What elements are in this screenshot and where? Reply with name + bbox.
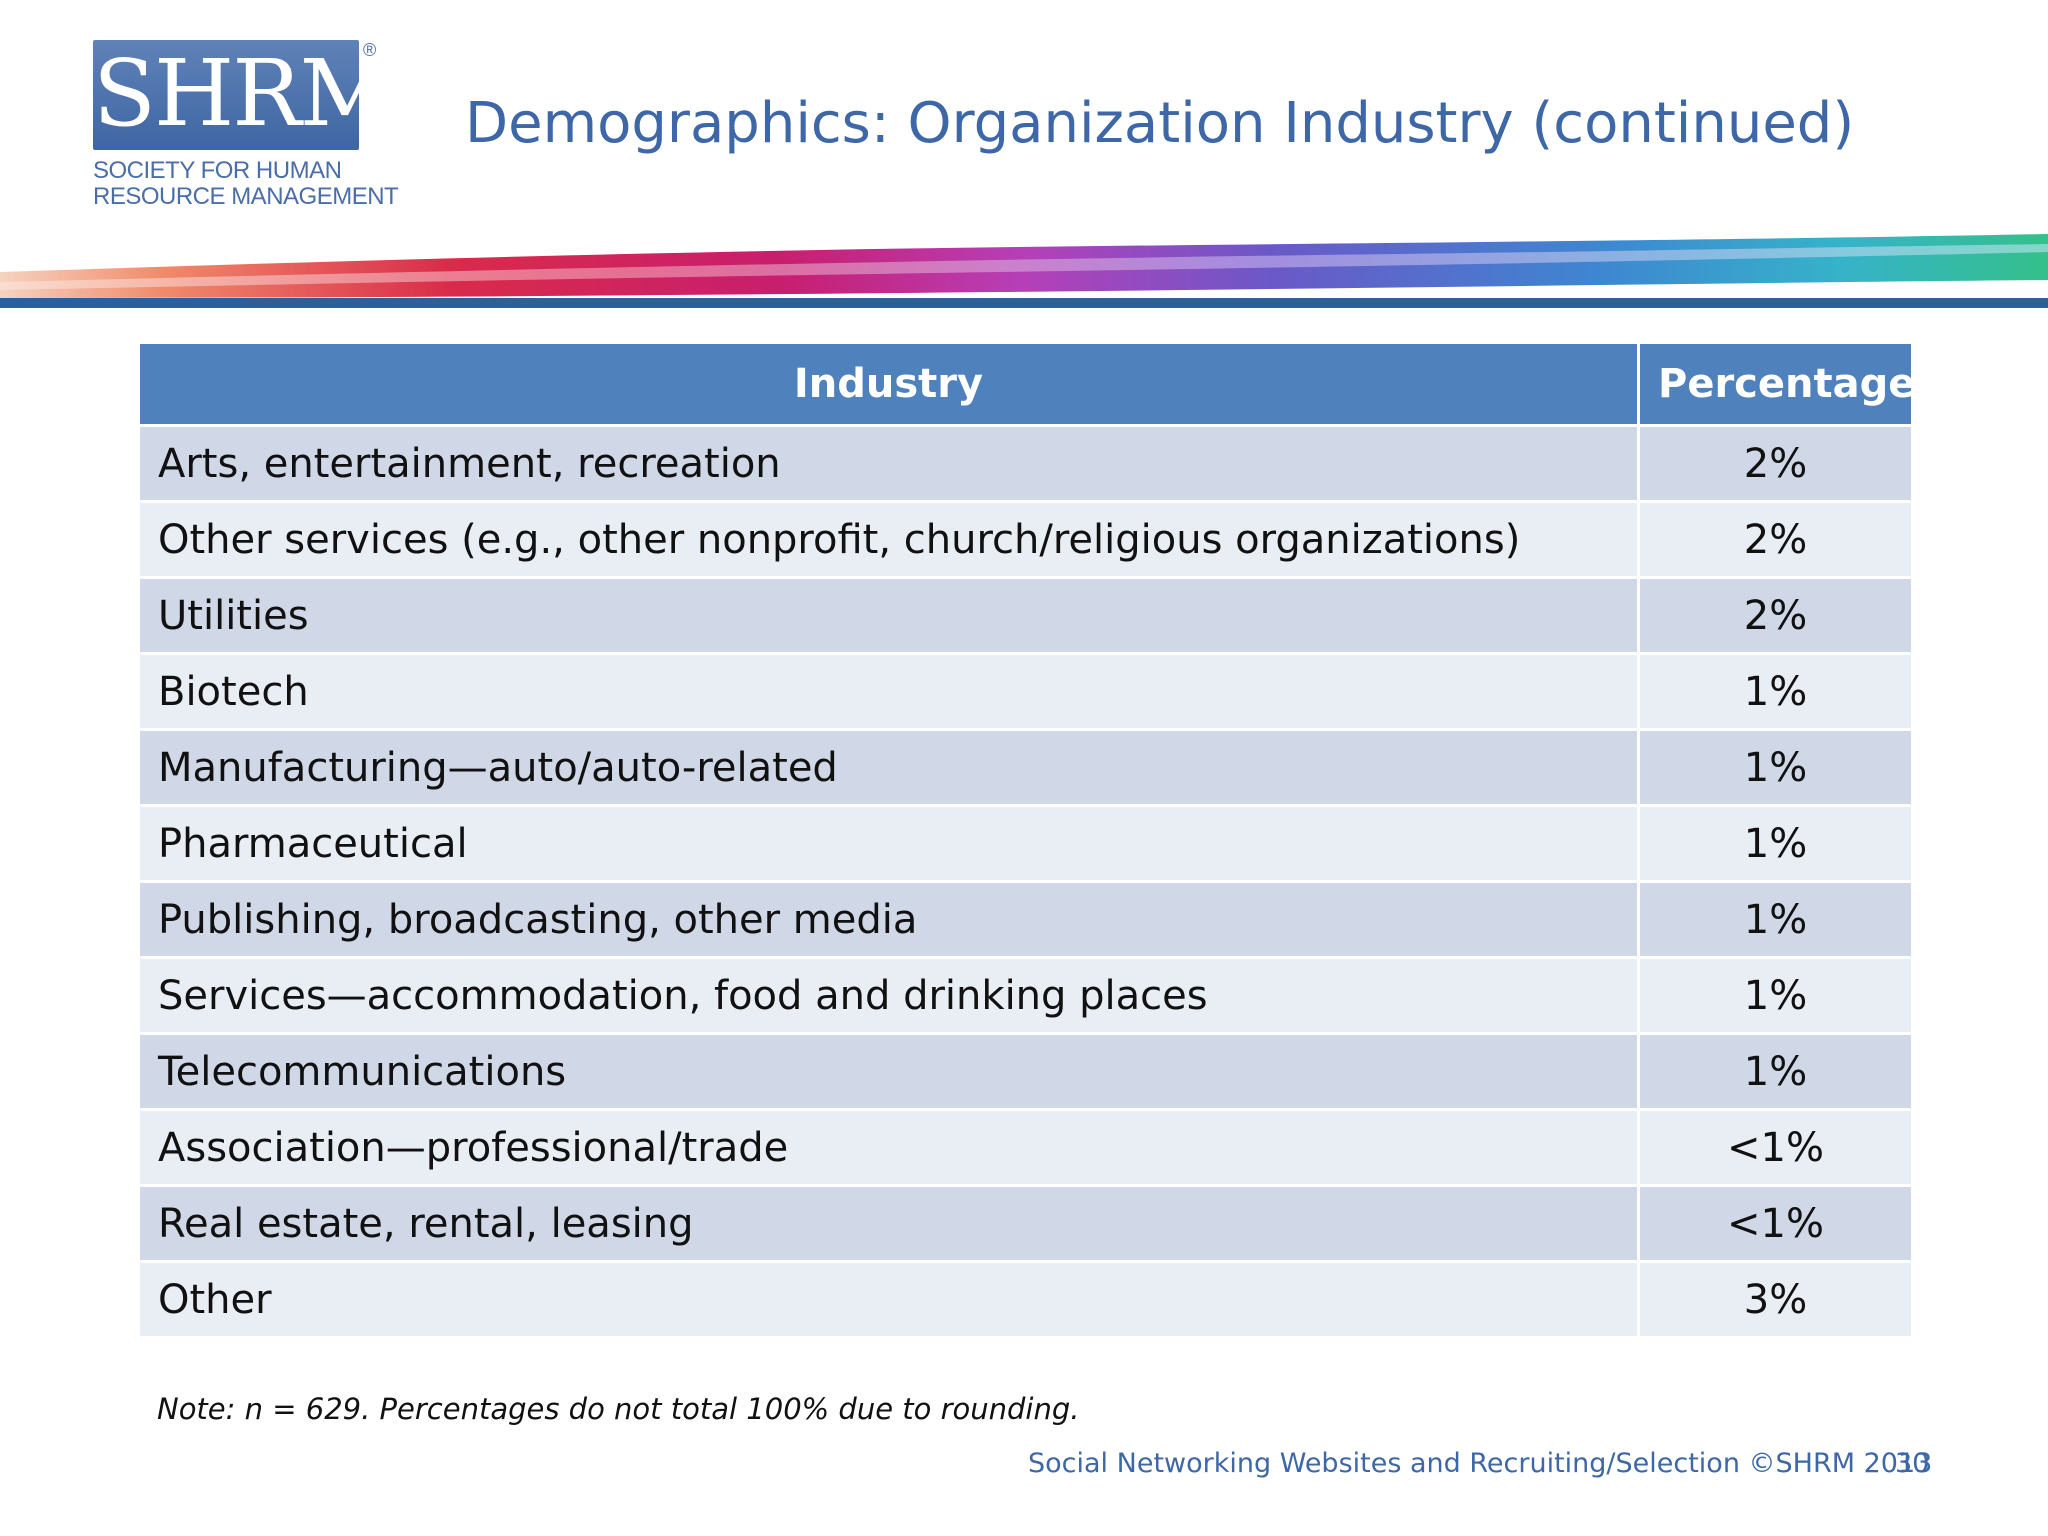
shrm-logo-box: SHRM [93,40,394,150]
percentage-cell: 2% [1637,576,1914,655]
percentage-cell: 3% [1637,1260,1914,1339]
table-row: Other services (e.g., other nonprofit, c… [137,500,1914,579]
percentage-cell: 1% [1637,956,1914,1035]
percentage-cell: 1% [1637,1032,1914,1111]
industry-cell: Other [137,1260,1640,1339]
industry-cell: Services—accommodation, food and drinkin… [137,956,1640,1035]
table-row: Manufacturing—auto/auto-related 1% [137,728,1914,807]
table-row: Services—accommodation, food and drinkin… [137,956,1914,1035]
table-row: Telecommunications 1% [137,1032,1914,1111]
table-row: Pharmaceutical 1% [137,804,1914,883]
footer-text: Social Networking Websites and Recruitin… [1028,1448,1933,1479]
table-row: Real estate, rental, leasing <1% [137,1184,1914,1263]
industry-cell: Publishing, broadcasting, other media [137,880,1640,959]
logo-line-1: SOCIETY FOR HUMAN [93,157,342,184]
percentage-cell: <1% [1637,1108,1914,1187]
decorative-swoosh-banner [0,234,2048,308]
percentage-cell: <1% [1637,1184,1914,1263]
logo-line-2: RESOURCE MANAGEMENT [93,183,399,210]
shrm-logo-subtitle: SOCIETY FOR HUMAN RESOURCE MANAGEMENT [93,157,399,210]
percentage-cell: 1% [1637,804,1914,883]
industry-cell: Biotech [137,652,1640,731]
header-percentage: Percentage [1637,341,1914,427]
percentage-cell: 1% [1637,652,1914,731]
shrm-logo: SHRM ® SOCIETY FOR HUMAN RESOURCE MANAGE… [93,40,399,210]
page-number: 30 [1895,1448,1930,1479]
registered-mark: ® [363,40,377,60]
industry-cell: Utilities [137,576,1640,655]
industry-cell: Telecommunications [137,1032,1640,1111]
table-row: Association—professional/trade <1% [137,1108,1914,1187]
shrm-logo-letters: SHRM [93,40,394,147]
table-row: Arts, entertainment, recreation 2% [137,424,1914,503]
industry-table: Industry Percentage Arts, entertainment,… [137,341,1914,1339]
table-row: Utilities 2% [137,576,1914,655]
header-industry: Industry [137,341,1640,427]
industry-cell: Association—professional/trade [137,1108,1640,1187]
percentage-cell: 1% [1637,880,1914,959]
table-note: Note: n = 629. Percentages do not total … [157,1392,1080,1426]
industry-cell: Real estate, rental, leasing [137,1184,1640,1263]
industry-cell: Arts, entertainment, recreation [137,424,1640,503]
table-row: Other 3% [137,1260,1914,1339]
percentage-cell: 2% [1637,500,1914,579]
industry-cell: Other services (e.g., other nonprofit, c… [137,500,1640,579]
table-row: Biotech 1% [137,652,1914,731]
industry-cell: Manufacturing—auto/auto-related [137,728,1640,807]
percentage-cell: 2% [1637,424,1914,503]
percentage-cell: 1% [1637,728,1914,807]
industry-cell: Pharmaceutical [137,804,1640,883]
slide-title: Demographics: Organization Industry (con… [465,91,1855,156]
table-row: Publishing, broadcasting, other media 1% [137,880,1914,959]
